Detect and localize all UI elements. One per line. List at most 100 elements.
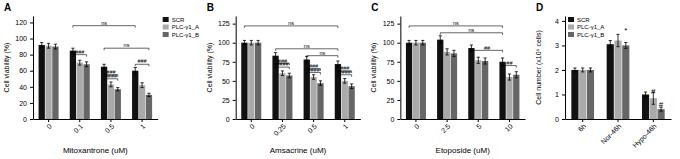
- error-bar: [257, 40, 260, 45]
- significance-label: ns: [453, 20, 459, 26]
- significance-bracket: [440, 33, 502, 35]
- bar: [52, 47, 58, 119]
- panel: ns###ns##########02040608010012000.10.51…: [3, 2, 199, 155]
- error-bar: [71, 48, 74, 53]
- significance-label: ####: [307, 67, 320, 73]
- x-axis: 00.250.51: [236, 119, 361, 137]
- error-bar: [581, 68, 584, 72]
- significance-label: ###: [75, 49, 85, 55]
- significance-label: ns: [101, 20, 107, 26]
- bar: [146, 95, 152, 119]
- tick-label: 0: [390, 116, 394, 123]
- tick-label: 60: [19, 67, 27, 74]
- bar: [451, 53, 457, 119]
- tick-mark: [582, 119, 583, 122]
- axis-line: [236, 17, 237, 120]
- bar: [132, 71, 138, 119]
- tick-label: 2: [555, 67, 559, 74]
- x-axis: 6hNor-46hHypo-46h: [566, 119, 672, 150]
- error-bar: [501, 58, 504, 66]
- panel-title: D: [536, 2, 543, 13]
- tick-mark: [397, 81, 400, 82]
- panel-title: A: [4, 2, 11, 13]
- tick-label: 0.5: [306, 122, 318, 134]
- figure: ns###ns##########02040608010012000.10.51…: [0, 0, 680, 159]
- error-bar: [644, 92, 647, 97]
- significance-bracket: [73, 26, 135, 28]
- y-tick: 120: [15, 19, 33, 26]
- tick-label: 50: [387, 78, 395, 85]
- error-bar: [616, 34, 619, 46]
- x-tick: 0.1: [72, 119, 84, 134]
- error-bar: [85, 62, 88, 67]
- error-bar: [243, 40, 246, 45]
- tick-mark: [397, 100, 400, 101]
- x-tick: 6h: [577, 119, 588, 133]
- annotations: nsns####: [453, 20, 514, 66]
- significance-label: *: [624, 26, 627, 35]
- tick-label: 40: [19, 84, 27, 91]
- tick-label: 50: [222, 78, 230, 85]
- significance-label: ####: [105, 73, 118, 79]
- tick-mark: [233, 81, 236, 82]
- tick-mark: [344, 119, 345, 122]
- bar-series: [241, 40, 341, 119]
- tick-label: 0: [23, 116, 27, 123]
- tick-mark: [562, 70, 565, 71]
- error-bar: [274, 53, 277, 59]
- bar-series: [39, 43, 139, 119]
- legend-swatch: [163, 32, 169, 37]
- bar: [571, 70, 578, 119]
- tick-mark: [30, 119, 33, 120]
- y-tick: 75: [387, 59, 401, 66]
- bar-series: [413, 40, 513, 119]
- significance-bracket: [338, 75, 352, 77]
- tick-mark: [397, 119, 400, 120]
- error-bar: [319, 81, 322, 86]
- annotations: ns###ns##########: [75, 20, 147, 79]
- bar: [77, 63, 83, 119]
- significance-label: ns: [124, 42, 130, 48]
- y-axis: 01234: [555, 17, 565, 123]
- tick-mark: [233, 100, 236, 101]
- bar: [342, 81, 348, 119]
- error-bar: [140, 83, 143, 88]
- error-bar: [624, 42, 627, 48]
- tick-mark: [397, 43, 400, 44]
- legend: SCRPLC-γ1_APLC-γ1_B: [568, 17, 604, 38]
- y-tick: 4: [555, 18, 565, 25]
- x-tick: 1: [139, 119, 147, 130]
- bar: [279, 73, 285, 119]
- y-tick: 60: [19, 67, 33, 74]
- tick-label: 0.25: [272, 122, 287, 137]
- significance-label: ns: [469, 27, 475, 33]
- tick-mark: [30, 87, 33, 88]
- tick-mark: [142, 119, 143, 122]
- legend-swatch: [568, 25, 574, 30]
- tick-mark: [79, 119, 80, 122]
- tick-label: 1: [555, 91, 559, 98]
- y-tick: 25: [387, 97, 401, 104]
- bar: [39, 45, 45, 119]
- tick-label: 3: [555, 42, 559, 49]
- x-tick: 0: [248, 119, 256, 130]
- tick-label: 0: [226, 116, 230, 123]
- y-axis: 020406080100120: [15, 17, 33, 123]
- bar: [115, 89, 121, 119]
- y-tick: 25: [222, 97, 236, 104]
- bar: [108, 84, 114, 119]
- x-axis: 02.5510: [401, 119, 526, 134]
- error-bar: [343, 79, 346, 84]
- error-bar: [446, 49, 449, 55]
- chart-container: ns###ns##########02040608010012000.10.51…: [0, 0, 680, 159]
- x-tick: 0: [45, 119, 53, 130]
- x-tick: Hypo-46h: [631, 119, 658, 150]
- tick-label: 20: [19, 100, 27, 107]
- axis-line: [565, 17, 566, 120]
- error-bar: [109, 82, 112, 87]
- significance-label: ###: [137, 58, 147, 64]
- bar-series: [587, 42, 665, 119]
- bar: [45, 46, 51, 119]
- tick-label: 100: [15, 35, 27, 42]
- bar: [437, 40, 443, 119]
